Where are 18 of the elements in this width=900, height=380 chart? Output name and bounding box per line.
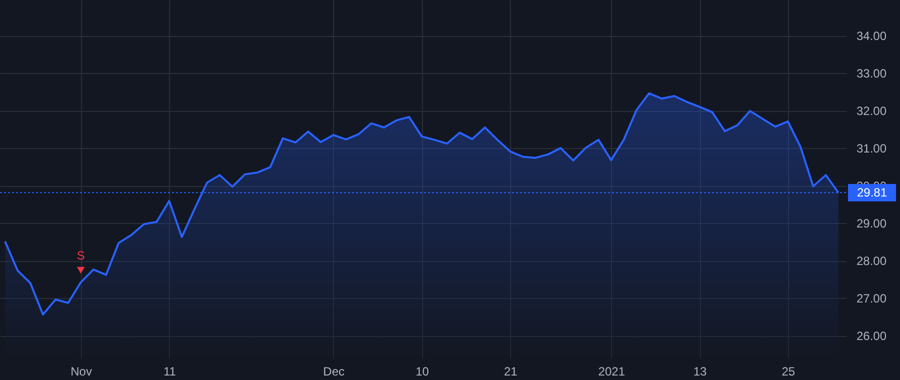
y-tick-label: 31.00 xyxy=(856,142,887,156)
y-tick-label: 34.00 xyxy=(856,29,887,44)
y-tick-label: 26.00 xyxy=(856,329,887,344)
ref-line-label: 29.81 xyxy=(856,186,888,200)
y-tick-label: 27.00 xyxy=(856,292,887,306)
x-tick-label: 13 xyxy=(693,364,708,378)
x-tick-label: 10 xyxy=(416,364,430,378)
x-tick-label: Dec xyxy=(323,364,345,378)
y-tick-label: 32.00 xyxy=(856,104,887,118)
annotation: S xyxy=(76,248,85,262)
y-tick-label: 28.00 xyxy=(856,254,887,268)
x-tick-label: 21 xyxy=(504,364,518,378)
x-tick-label: Nov xyxy=(70,364,92,378)
x-tick-label: 25 xyxy=(782,364,796,378)
y-tick-label: 29.00 xyxy=(856,216,887,231)
x-tick-label: 2021 xyxy=(598,364,626,378)
x-tick-label: 11 xyxy=(163,364,176,378)
y-tick-label: 33.00 xyxy=(856,66,887,81)
